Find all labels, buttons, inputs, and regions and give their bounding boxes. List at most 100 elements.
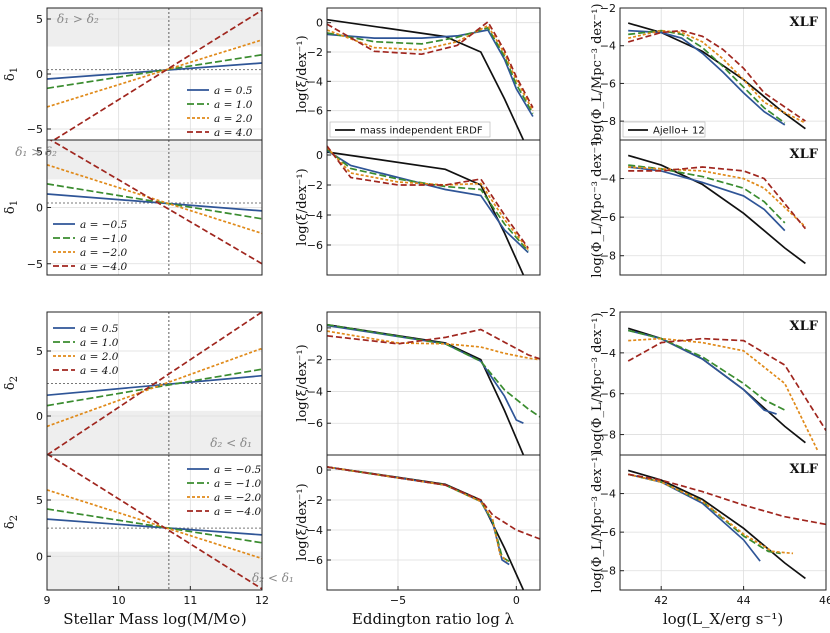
series-line <box>327 466 508 563</box>
panel-frame <box>619 454 827 591</box>
panel-erdf_1: 0 −2 −4 −6 mass independent ERDF <box>307 7 541 141</box>
series-line <box>327 149 529 254</box>
series-line <box>47 455 262 590</box>
y-tick-label: 0 <box>36 68 43 81</box>
series-line <box>327 18 525 140</box>
series-line <box>327 324 524 424</box>
series-line <box>47 163 262 235</box>
region-annotation: δ₁ > δ₂ <box>57 12 99 26</box>
y-tick-label: 0 <box>316 322 323 335</box>
series-line <box>327 148 529 252</box>
x-tick-label: 10 <box>112 594 126 607</box>
xlabel-eddington: Eddington ratio log λ <box>352 610 515 628</box>
y-tick-label: −2 <box>307 354 323 367</box>
region-annotation: δ₂ < δ₁ <box>210 436 252 450</box>
legend-label: a = −1.0 <box>214 478 262 490</box>
axis-label-sub: 1 <box>9 200 20 206</box>
series-line <box>47 193 262 212</box>
y-tick-label: −2 <box>307 46 323 59</box>
xlabel-stellar-mass: Stellar Mass log(M/M⊙) <box>63 610 247 628</box>
xlf-label: XLF <box>790 462 819 477</box>
xlf-label: XLF <box>790 15 819 30</box>
series-group <box>327 145 529 275</box>
panel-xlf_2: −4 −6 −8 XLF <box>600 139 827 276</box>
series-group <box>627 469 826 580</box>
series-line <box>628 473 826 526</box>
y-tick-label: −4 <box>600 347 616 360</box>
panel-delta2_neg: 0 5 9 10 11 12 δ₂ < δ₁ a = −0.5 a = −1.0 a = −2.0… <box>36 454 294 607</box>
panel-xlf_4: −4 −6 −8 42 44 46 XLF <box>600 454 830 607</box>
series-line <box>47 312 262 455</box>
panel-erdf_4: 0 −2 −4 −6 −5 0 <box>307 454 541 607</box>
x-tick-label: 0 <box>513 594 520 607</box>
y-tick-label: 5 <box>36 494 43 507</box>
series-group <box>327 18 534 140</box>
axis-label-main: δ <box>3 206 18 214</box>
y-tick-label: −2 <box>307 494 323 507</box>
series-line <box>47 374 262 397</box>
series-line <box>627 154 806 265</box>
y-tick-label: 0 <box>316 149 323 162</box>
series-line <box>627 337 826 431</box>
y-tick-label: −4 <box>307 209 323 222</box>
y-tick-label: −8 <box>600 429 616 442</box>
shaded-region <box>47 551 262 590</box>
y-tick-label: −2 <box>600 306 616 319</box>
y-tick-label: 0 <box>36 410 43 423</box>
shaded-region <box>47 140 262 180</box>
series-line <box>627 29 806 122</box>
ylabel-xi-0: log(ξ/dex⁻¹) <box>295 35 310 112</box>
series-line <box>628 473 794 555</box>
region-annotation: δ₂ < δ₁ <box>252 571 294 585</box>
panel-frame <box>619 139 827 276</box>
series-line <box>47 508 262 544</box>
x-tick-label: 9 <box>44 594 51 607</box>
x-tick-label: 11 <box>183 594 197 607</box>
legend-label: a = 0.5 <box>214 85 253 97</box>
series-line <box>47 347 262 428</box>
axis-label-main: log(Φ_L/Mpc⁻³ dex⁻¹) <box>590 3 605 144</box>
y-tick-label: 5 <box>36 13 43 26</box>
series-line <box>628 337 819 452</box>
series-group <box>47 455 262 590</box>
legend-label: a = −0.5 <box>214 464 262 476</box>
y-tick-label: −6 <box>307 554 323 567</box>
series-group <box>627 327 826 452</box>
series-line <box>52 9 262 140</box>
series-line <box>47 183 262 220</box>
x-tick-label: 46 <box>819 594 830 607</box>
y-tick-label: −6 <box>307 417 323 430</box>
xlf-label: XLF <box>790 319 819 334</box>
axis-label-sub: 1 <box>9 67 20 73</box>
xlf-label: XLF <box>790 147 819 162</box>
y-tick-label: 5 <box>36 345 43 358</box>
legend-label: a = −4.0 <box>214 506 262 518</box>
panel-frame <box>326 139 541 276</box>
y-tick-label: −4 <box>600 173 616 186</box>
legend-label: mass independent ERDF <box>360 126 483 137</box>
series-line <box>628 166 786 232</box>
panel-delta1_neg: −5 0 5δ₁ > δ₂ a = −0.5 a = −1.0 a = −2.0 a = −… <box>15 139 263 276</box>
ylabel-xi-3: log(ξ/dex⁻¹) <box>295 483 310 560</box>
series-line <box>628 166 806 228</box>
series-line <box>628 29 786 126</box>
ylabel-phi-3: log(Φ_L/Mpc⁻³ dex⁻¹) <box>590 451 605 592</box>
series-line <box>327 323 525 455</box>
panel-frame <box>326 311 541 456</box>
y-tick-label: −6 <box>600 77 616 90</box>
series-line <box>327 330 540 361</box>
panel-erdf_2: 0 −2 −4 −6 <box>307 139 541 276</box>
y-tick-label: 0 <box>36 202 43 215</box>
series-line <box>628 29 806 124</box>
axis-label-main: log(Φ_L/Mpc⁻³ dex⁻¹) <box>590 451 605 592</box>
y-tick-label: 5 <box>36 145 43 158</box>
panel-xlf_1: −2 −4 −6 −8 XLF Ajello+ 12 <box>600 2 827 141</box>
series-group <box>627 154 807 265</box>
series-line <box>47 368 262 407</box>
region-annotation: δ₁ > δ₂ <box>15 145 57 159</box>
series-line <box>47 62 262 80</box>
series-group <box>327 323 540 455</box>
y-tick-label: −4 <box>600 40 616 53</box>
legend-label: a = −2.0 <box>214 492 262 504</box>
